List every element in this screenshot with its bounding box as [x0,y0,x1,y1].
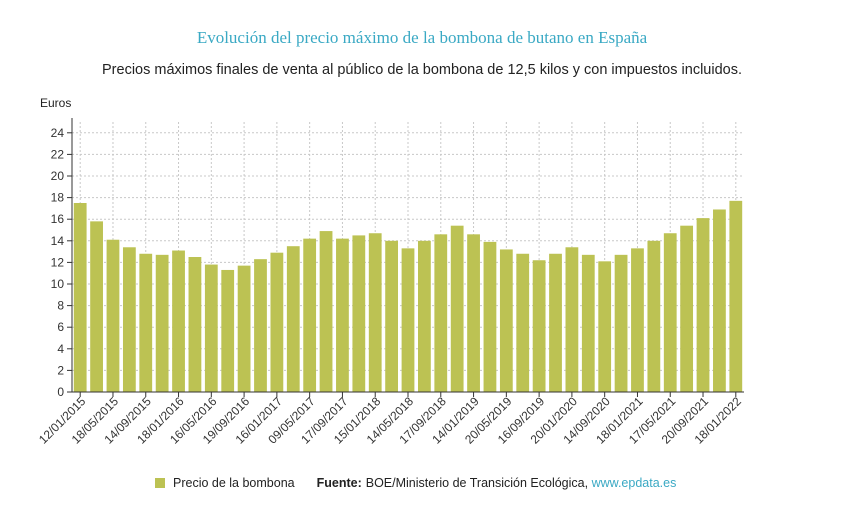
y-tick-label: 12 [51,255,65,269]
y-tick-label: 16 [51,212,65,226]
source-label: Fuente: [316,476,362,490]
bar[interactable] [499,249,513,392]
legend-series-label: Precio de la bombona [173,476,295,490]
bar[interactable] [614,254,628,392]
bar[interactable] [417,240,431,392]
bar[interactable] [188,257,202,392]
bar[interactable] [368,233,382,392]
y-tick-label: 10 [51,277,65,291]
bar[interactable] [336,238,349,392]
bar[interactable] [581,254,595,392]
bar[interactable] [713,209,726,392]
y-tick-label: 20 [51,169,65,183]
bar[interactable] [565,247,579,392]
bar[interactable] [122,247,136,392]
bar[interactable] [270,252,284,392]
bar[interactable] [516,253,530,392]
bar[interactable] [450,225,464,392]
bar[interactable] [319,231,333,392]
y-tick-label: 18 [51,191,65,205]
bar[interactable] [647,240,661,392]
y-tick-label: 24 [51,126,65,140]
y-tick-label: 2 [57,363,64,377]
bar[interactable] [237,265,251,392]
y-tick-label: 8 [57,299,64,313]
bar[interactable] [598,261,612,392]
bar[interactable] [434,234,448,392]
bar[interactable] [221,269,235,392]
bar[interactable] [663,233,677,392]
bar[interactable] [385,240,399,392]
y-axis-unit-label: Euros [40,96,72,110]
bar[interactable] [483,241,497,392]
bar[interactable] [467,234,480,392]
bar[interactable] [729,200,743,392]
bar[interactable] [532,260,546,392]
bars [73,200,743,392]
bar[interactable] [401,248,415,392]
bar[interactable] [155,254,169,392]
bar[interactable] [303,238,317,392]
bar[interactable] [73,203,87,392]
x-tick-labels: 12/01/201518/05/201514/09/201518/01/2016… [36,394,744,447]
bar[interactable] [106,239,120,392]
bar[interactable] [90,221,103,392]
y-tick-label: 6 [57,320,64,334]
bar[interactable] [204,264,218,392]
chart-title: Evolución del precio máximo de la bombon… [196,28,648,47]
bar[interactable] [549,253,562,392]
y-tick-label: 14 [51,234,65,248]
source-link[interactable]: www.epdata.es [591,476,677,490]
bar[interactable] [680,225,694,392]
axes [67,118,744,397]
legend-swatch [155,478,165,488]
source-text: BOE/Ministerio de Transición Ecológica, [365,476,589,490]
y-tick-label: 0 [57,385,64,399]
chart-subtitle: Precios máximos finales de venta al públ… [102,62,742,78]
bar[interactable] [631,248,644,392]
legend: Precio de la bombona Fuente: BOE/Ministe… [155,476,676,490]
bar[interactable] [139,253,153,392]
bar[interactable] [696,218,710,392]
y-tick-label: 22 [51,147,65,161]
bar[interactable] [172,250,185,392]
bar[interactable] [352,235,366,392]
bar[interactable] [254,259,267,392]
y-tick-label: 4 [57,342,64,356]
bar[interactable] [286,246,300,392]
